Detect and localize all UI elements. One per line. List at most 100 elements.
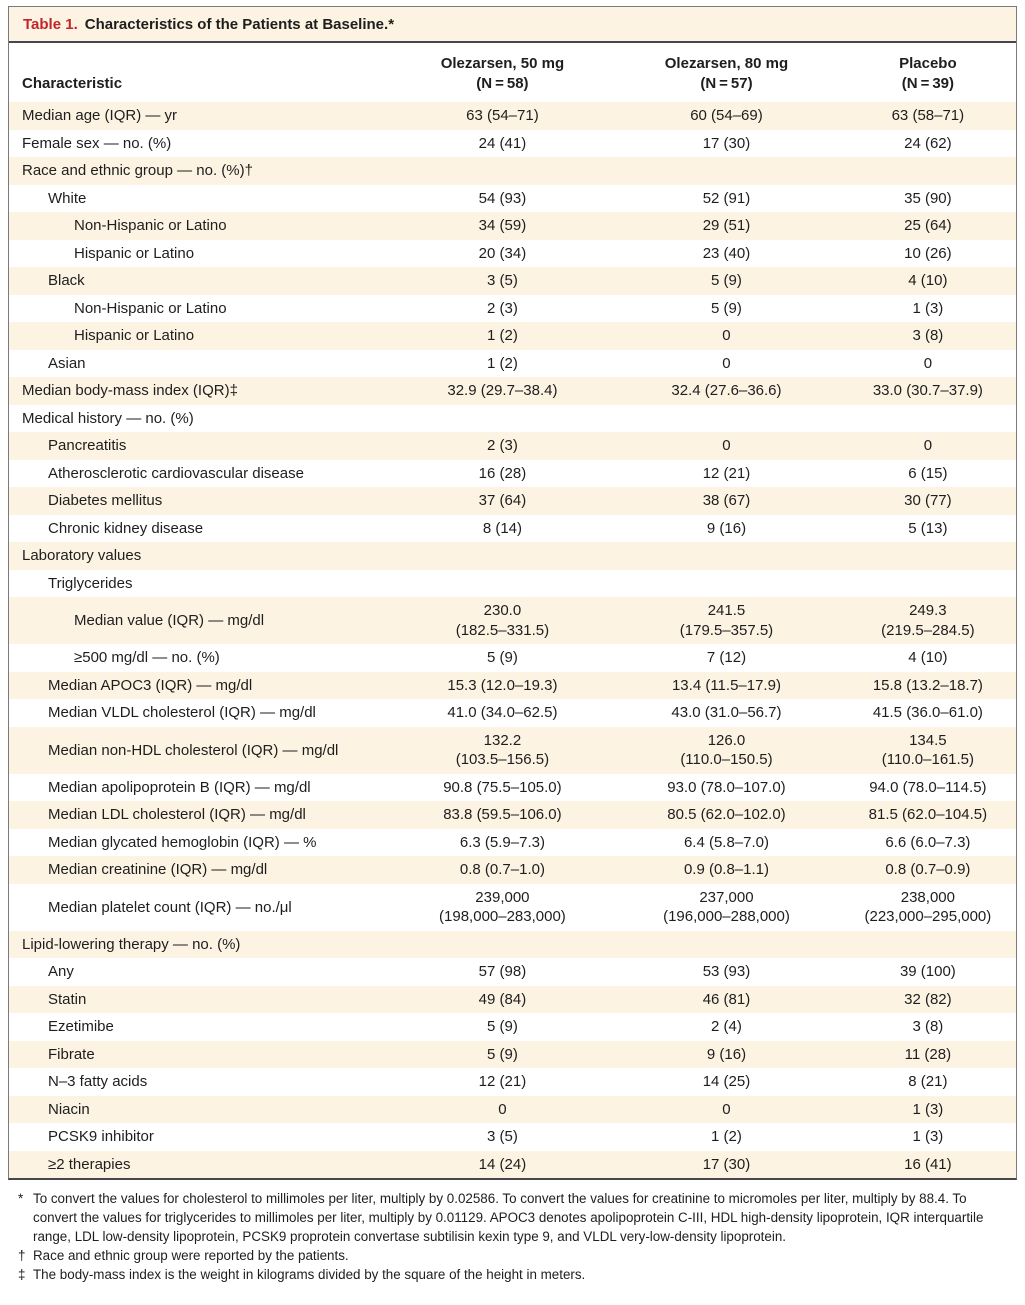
row-value: 11 (28): [904, 1045, 952, 1063]
row-value: 2 (4): [711, 1018, 742, 1036]
column-header-placebo: Placebo (N = 39): [839, 43, 1016, 103]
row-value: 238,000 (223,000–295,000): [864, 888, 992, 926]
row-value: 4 (10): [908, 649, 948, 667]
footnote-marker: *: [18, 1191, 24, 1207]
row-label: Triglycerides: [48, 574, 133, 592]
table-row: Median apolipoprotein B (IQR) — mg/dl 90.…: [9, 774, 1016, 802]
row-value: [613, 931, 840, 959]
row-label: Median apolipoprotein B (IQR) — mg/dl: [48, 778, 311, 796]
row-value: 24 (62): [904, 134, 952, 152]
column-header-olezarsen-50mg: Olezarsen, 50 mg (N = 58): [391, 43, 614, 103]
table-row: ≥500 mg/dl — no. (%) 5 (9) 7 (12) 4 (10): [9, 644, 1016, 672]
table-row: ≥2 therapies 14 (24) 17 (30) 16 (41): [9, 1150, 1016, 1179]
row-value: 8 (14): [482, 519, 523, 537]
row-value: 9 (16): [706, 1045, 747, 1063]
row-label: Black: [48, 272, 85, 290]
row-value: 32.4 (27.6–36.6): [671, 382, 782, 400]
footnote-marker: ‡: [18, 1267, 26, 1283]
row-value: 0.8 (0.7–1.0): [459, 861, 545, 879]
row-value: 3 (5): [487, 272, 518, 290]
row-label: PCSK9 inhibitor: [48, 1128, 154, 1146]
row-value: 14 (25): [702, 1073, 751, 1091]
row-value: 0: [722, 354, 731, 372]
row-value: [392, 405, 614, 433]
row-value: 24 (41): [478, 134, 527, 152]
table-row: Chronic kidney disease 8 (14) 9 (16) 5 (13): [9, 515, 1016, 543]
table-row: Pancreatitis 2 (3) 0 0: [9, 432, 1016, 460]
row-value: 6.4 (5.8–7.0): [683, 833, 769, 851]
row-value: [840, 931, 1016, 959]
table-row: PCSK9 inhibitor 3 (5) 1 (2) 1 (3): [9, 1123, 1016, 1151]
table-row: Ezetimibe 5 (9) 2 (4) 3 (8): [9, 1013, 1016, 1041]
row-value: 17 (30): [702, 1155, 751, 1173]
row-label: Statin: [48, 990, 87, 1008]
row-value: 4 (10): [908, 272, 948, 290]
row-label: Fibrate: [48, 1045, 95, 1063]
row-value: [613, 405, 840, 433]
row-value: 38 (67): [702, 492, 751, 510]
row-value: 20 (34): [478, 244, 527, 262]
table-row: N–3 fatty acids 12 (21) 14 (25) 8 (21): [9, 1068, 1016, 1096]
row-label: N–3 fatty acids: [48, 1073, 148, 1091]
row-value: 9 (16): [706, 519, 747, 537]
row-label: Median VLDL cholesterol (IQR) — mg/dl: [48, 704, 316, 722]
row-value: 83.8 (59.5–106.0): [443, 806, 562, 824]
row-value: 41.0 (34.0–62.5): [447, 704, 558, 722]
row-value: 6 (15): [908, 464, 948, 482]
row-value: 5 (13): [908, 519, 948, 537]
row-value: 49 (84): [478, 990, 527, 1008]
row-label: Median APOC3 (IQR) — mg/dl: [48, 676, 253, 694]
table-row: Median creatinine (IQR) — mg/dl 0.8 (0.7–…: [9, 856, 1016, 884]
row-value: 1 (3): [912, 1128, 944, 1146]
section-header-row: Lipid-lowering therapy — no. (%): [9, 930, 1016, 959]
table-row: White 54 (93) 52 (91) 35 (90): [9, 185, 1016, 213]
row-label: Median platelet count (IQR) — no./μl: [48, 898, 292, 916]
row-label: Any: [48, 963, 74, 981]
table-row: Hispanic or Latino 1 (2) 0 3 (8): [9, 322, 1016, 350]
row-value: 241.5 (179.5–357.5): [679, 602, 774, 639]
row-label: Asian: [48, 354, 86, 372]
table-row: Median VLDL cholesterol (IQR) — mg/dl 41.…: [9, 699, 1016, 727]
row-value: 249.3 (219.5–284.5): [881, 602, 975, 639]
row-label: Median age (IQR) — yr: [22, 107, 178, 125]
row-value: 5 (9): [487, 1045, 518, 1063]
row-value: 43.0 (31.0–56.7): [671, 704, 782, 722]
row-value: 3 (8): [912, 1018, 944, 1036]
row-value: 0.8 (0.7–0.9): [885, 861, 971, 879]
row-value: 63 (58–71): [891, 107, 965, 125]
row-value: 1 (2): [487, 327, 518, 345]
row-label: Pancreatitis: [48, 437, 127, 455]
row-value: 15.3 (12.0–19.3): [447, 676, 558, 694]
row-value: 0: [722, 437, 731, 455]
row-value: 41.5 (36.0–61.0): [872, 704, 983, 722]
row-value: 0: [722, 327, 731, 345]
row-value: 239,000 (198,000–283,000): [439, 888, 566, 926]
row-value: 3 (5): [487, 1128, 518, 1146]
row-label: Laboratory values: [22, 547, 142, 565]
footnote-dagger: † Race and ethnic group were reported by …: [18, 1246, 1011, 1265]
row-value: 1 (2): [487, 354, 518, 372]
row-value: 7 (12): [706, 649, 747, 667]
row-value: 53 (93): [702, 963, 751, 981]
row-label: Non-Hispanic or Latino: [74, 299, 227, 317]
table-row: Hispanic or Latino 20 (34) 23 (40) 10 (26): [9, 240, 1016, 268]
row-value: 5 (9): [487, 649, 518, 667]
row-value: [392, 931, 614, 959]
table-frame: Table 1. Characteristics of the Patients …: [8, 6, 1017, 1181]
table-row: Median platelet count (IQR) — no./μl 239,…: [9, 884, 1016, 931]
row-value: [392, 542, 614, 570]
table-row: Diabetes mellitus 37 (64) 38 (67) 30 (77): [9, 487, 1016, 515]
row-value: 25 (64): [904, 217, 952, 235]
row-value: 54 (93): [478, 189, 527, 207]
row-label: Ezetimibe: [48, 1018, 114, 1036]
column-header-characteristic: Characteristic: [9, 43, 392, 103]
row-label: Hispanic or Latino: [74, 327, 195, 345]
row-value: 17 (30): [702, 134, 751, 152]
row-label: Median LDL cholesterol (IQR) — mg/dl: [48, 806, 306, 824]
table-caption: Characteristics of the Patients at Basel…: [84, 16, 395, 33]
row-value: [613, 570, 840, 598]
footnote-asterisk: * To convert the values for cholesterol t…: [18, 1189, 1011, 1246]
row-value: 6.3 (5.9–7.3): [459, 833, 545, 851]
row-label: Median body-mass index (IQR)‡: [22, 382, 238, 400]
row-value: 23 (40): [702, 244, 751, 262]
